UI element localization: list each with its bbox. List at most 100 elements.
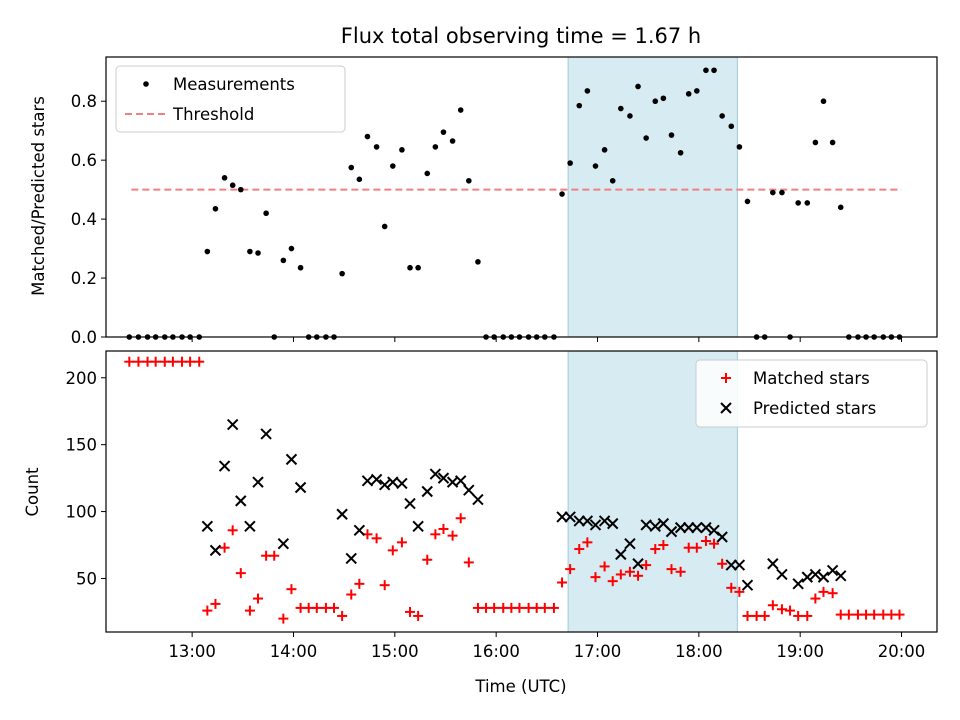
data-point bbox=[396, 537, 407, 548]
data-point bbox=[660, 95, 667, 102]
data-point bbox=[226, 418, 239, 431]
data-point bbox=[726, 582, 737, 593]
x-axis-label: Time (UTC) bbox=[474, 677, 566, 696]
data-point bbox=[809, 568, 822, 581]
data-point bbox=[229, 182, 236, 189]
data-point bbox=[244, 520, 256, 532]
data-point bbox=[472, 493, 484, 506]
data-point bbox=[329, 602, 340, 613]
data-point bbox=[269, 550, 280, 561]
data-point bbox=[413, 610, 424, 621]
x-tick-label: 18:00 bbox=[675, 642, 723, 661]
data-point bbox=[779, 189, 785, 196]
data-point bbox=[829, 139, 836, 146]
data-point bbox=[285, 453, 298, 466]
data-point bbox=[624, 566, 635, 577]
data-point bbox=[708, 524, 720, 537]
data-point bbox=[457, 107, 464, 113]
data-point bbox=[447, 530, 458, 541]
data-point bbox=[373, 144, 380, 150]
data-point bbox=[370, 473, 383, 486]
data-point bbox=[691, 521, 703, 534]
data-point bbox=[827, 588, 838, 599]
x-tick-label: 14:00 bbox=[270, 642, 318, 661]
data-point bbox=[742, 610, 753, 621]
data-point bbox=[286, 584, 297, 595]
data-point bbox=[573, 515, 585, 527]
data-point bbox=[601, 147, 608, 153]
data-point bbox=[348, 164, 355, 171]
data-point bbox=[235, 568, 246, 579]
count-legend: Matched stars Predicted stars bbox=[695, 359, 928, 428]
data-point bbox=[407, 264, 413, 271]
data-point bbox=[278, 613, 289, 624]
data-point bbox=[700, 521, 712, 534]
y-tick-label: 0.8 bbox=[71, 92, 97, 111]
data-point bbox=[633, 570, 644, 581]
data-point bbox=[440, 129, 447, 135]
data-point bbox=[744, 198, 751, 205]
data-point bbox=[237, 186, 244, 193]
data-point bbox=[244, 605, 255, 616]
x-tick-label: 13:00 bbox=[168, 642, 216, 661]
data-point bbox=[741, 579, 754, 591]
data-point bbox=[615, 548, 627, 561]
data-point bbox=[894, 609, 905, 620]
data-point bbox=[421, 485, 433, 498]
y-tick-label: 50 bbox=[76, 569, 97, 588]
data-point bbox=[810, 593, 821, 604]
y-tick-label: 0.2 bbox=[71, 269, 97, 288]
data-point bbox=[615, 569, 626, 580]
data-point bbox=[624, 537, 636, 550]
plot-frame bbox=[105, 350, 938, 633]
data-point bbox=[658, 540, 669, 551]
data-point bbox=[649, 520, 661, 532]
data-point bbox=[194, 356, 205, 367]
data-point bbox=[675, 566, 686, 577]
data-point bbox=[361, 475, 374, 487]
data-point bbox=[353, 524, 366, 537]
x-tick-label: 20:00 bbox=[878, 642, 926, 661]
data-point bbox=[150, 356, 161, 367]
data-point bbox=[422, 554, 433, 565]
data-point bbox=[795, 200, 801, 206]
data-point bbox=[475, 259, 481, 265]
data-point bbox=[734, 586, 745, 597]
data-point bbox=[716, 531, 728, 543]
data-point bbox=[311, 602, 322, 613]
data-point bbox=[387, 476, 399, 488]
ratio-panel: 0.0 0.2 0.4 0.6 0.8 Measurements Threshold bbox=[71, 56, 938, 347]
data-point bbox=[835, 570, 847, 582]
data-point bbox=[767, 558, 779, 570]
data-point bbox=[598, 515, 611, 527]
data-point bbox=[691, 542, 702, 553]
data-point bbox=[432, 144, 439, 150]
data-point bbox=[210, 598, 221, 609]
data-point bbox=[725, 559, 737, 571]
data-point bbox=[389, 163, 396, 169]
data-point bbox=[378, 479, 391, 491]
y-tick-label: 0.4 bbox=[71, 210, 97, 229]
data-point bbox=[454, 475, 467, 487]
data-point bbox=[455, 513, 466, 524]
data-point bbox=[399, 147, 405, 153]
data-point bbox=[685, 91, 692, 97]
data-point bbox=[826, 564, 839, 577]
data-point bbox=[640, 519, 652, 531]
data-point bbox=[581, 515, 594, 527]
legend-box bbox=[115, 65, 346, 133]
data-point bbox=[574, 544, 585, 555]
data-point bbox=[379, 580, 390, 591]
data-point bbox=[635, 83, 641, 90]
data-point bbox=[404, 497, 416, 510]
data-point bbox=[438, 523, 449, 534]
data-point bbox=[185, 356, 196, 367]
data-point bbox=[843, 609, 854, 620]
data-point bbox=[548, 602, 559, 613]
data-point bbox=[364, 133, 371, 140]
data-point bbox=[412, 520, 424, 532]
data-point bbox=[202, 605, 213, 616]
legend-label: Measurements bbox=[173, 75, 295, 94]
data-point bbox=[466, 177, 472, 184]
